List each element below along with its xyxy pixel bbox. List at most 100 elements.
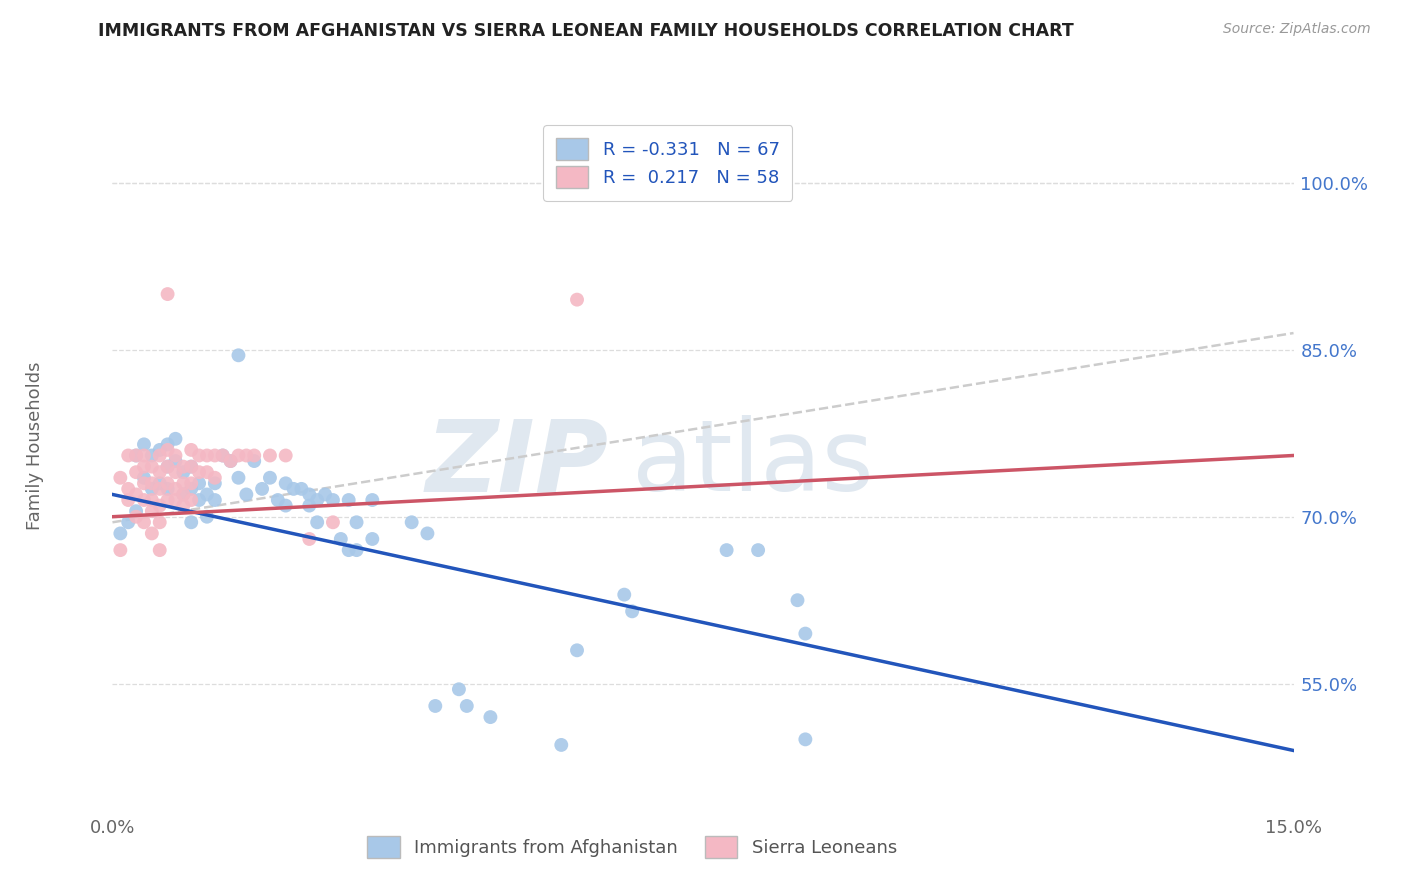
Point xyxy=(290,482,312,496)
Point xyxy=(337,543,360,558)
Point xyxy=(132,516,155,530)
Point xyxy=(747,543,769,558)
Text: atlas: atlas xyxy=(633,416,873,512)
Point xyxy=(180,482,202,496)
Point xyxy=(172,487,194,501)
Point xyxy=(228,449,250,463)
Point xyxy=(307,493,329,508)
Point xyxy=(565,293,588,307)
Point xyxy=(165,454,187,468)
Point xyxy=(416,526,439,541)
Point xyxy=(141,482,163,496)
Point xyxy=(117,449,139,463)
Point xyxy=(125,509,148,524)
Point xyxy=(172,465,194,479)
Point xyxy=(298,532,321,546)
Point xyxy=(110,471,132,485)
Point xyxy=(156,287,179,301)
Point xyxy=(125,465,148,479)
Point xyxy=(180,459,202,474)
Point xyxy=(228,471,250,485)
Point xyxy=(172,487,194,501)
Point xyxy=(298,499,321,513)
Point xyxy=(132,437,155,451)
Point xyxy=(117,516,139,530)
Point xyxy=(132,459,155,474)
Point xyxy=(180,442,202,457)
Point xyxy=(204,471,226,485)
Point xyxy=(156,459,179,474)
Point xyxy=(195,449,218,463)
Text: Source: ZipAtlas.com: Source: ZipAtlas.com xyxy=(1223,22,1371,37)
Point xyxy=(149,516,172,530)
Point xyxy=(219,454,242,468)
Point xyxy=(172,499,194,513)
Point xyxy=(188,449,211,463)
Point xyxy=(425,698,447,713)
Point xyxy=(337,493,360,508)
Point xyxy=(141,493,163,508)
Point xyxy=(132,476,155,491)
Point xyxy=(149,499,172,513)
Point xyxy=(283,482,305,496)
Point xyxy=(794,732,817,747)
Point xyxy=(716,543,738,558)
Text: Family Households: Family Households xyxy=(27,362,44,530)
Point xyxy=(259,449,281,463)
Point xyxy=(141,449,163,463)
Point xyxy=(274,449,297,463)
Text: IMMIGRANTS FROM AFGHANISTAN VS SIERRA LEONEAN FAMILY HOUSEHOLDS CORRELATION CHAR: IMMIGRANTS FROM AFGHANISTAN VS SIERRA LE… xyxy=(98,22,1074,40)
Point xyxy=(156,437,179,451)
Point xyxy=(141,459,163,474)
Point xyxy=(613,588,636,602)
Point xyxy=(479,710,502,724)
Point xyxy=(565,643,588,657)
Point xyxy=(786,593,808,607)
Point xyxy=(195,487,218,501)
Point xyxy=(259,471,281,485)
Point xyxy=(156,493,179,508)
Point xyxy=(149,476,172,491)
Point xyxy=(149,543,172,558)
Point xyxy=(621,604,644,618)
Point xyxy=(165,449,187,463)
Point xyxy=(180,476,202,491)
Point xyxy=(125,449,148,463)
Point xyxy=(204,476,226,491)
Point xyxy=(243,454,266,468)
Point xyxy=(211,449,233,463)
Point xyxy=(149,465,172,479)
Point xyxy=(180,459,202,474)
Point xyxy=(250,482,273,496)
Point xyxy=(401,516,423,530)
Point xyxy=(329,532,352,546)
Point xyxy=(346,516,368,530)
Point xyxy=(204,449,226,463)
Point xyxy=(322,516,344,530)
Point xyxy=(165,465,187,479)
Point xyxy=(794,626,817,640)
Point xyxy=(156,459,179,474)
Point xyxy=(125,487,148,501)
Point xyxy=(132,449,155,463)
Point xyxy=(132,471,155,485)
Point xyxy=(322,493,344,508)
Point xyxy=(235,487,257,501)
Point xyxy=(307,516,329,530)
Point xyxy=(274,476,297,491)
Point xyxy=(361,532,384,546)
Point xyxy=(274,499,297,513)
Point xyxy=(149,482,172,496)
Point xyxy=(117,493,139,508)
Point xyxy=(165,482,187,496)
Point xyxy=(180,516,202,530)
Point xyxy=(156,442,179,457)
Point xyxy=(125,504,148,518)
Point xyxy=(141,476,163,491)
Point xyxy=(125,449,148,463)
Point xyxy=(204,493,226,508)
Point xyxy=(361,493,384,508)
Point xyxy=(141,526,163,541)
Point xyxy=(346,543,368,558)
Point xyxy=(243,449,266,463)
